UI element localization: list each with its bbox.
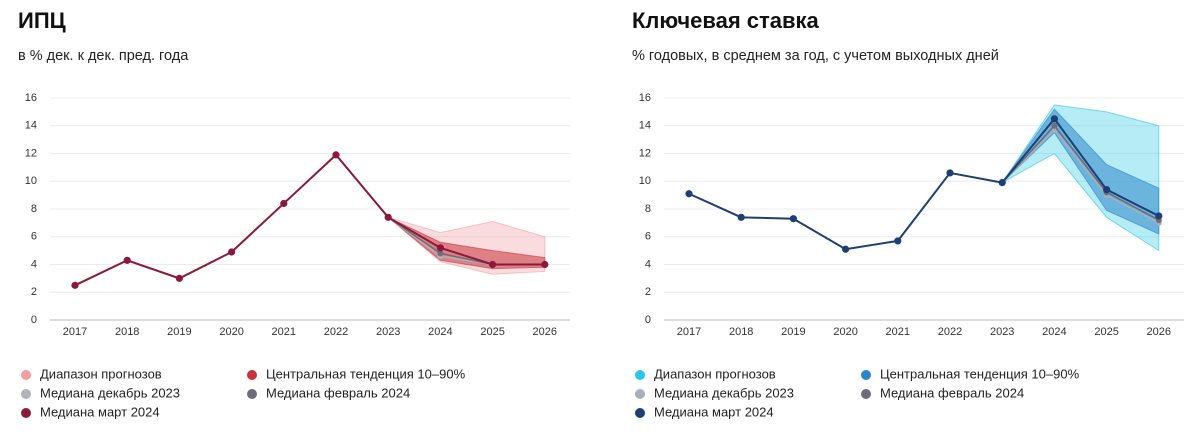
median-point <box>332 151 340 159</box>
y-tick-label: 10 <box>25 175 37 187</box>
legend-label: Медиана февраль 2024 <box>266 385 410 400</box>
x-tick-label: 2020 <box>219 326 243 338</box>
median-point <box>280 199 288 208</box>
legend-label: Медиана декабрь 2023 <box>654 385 794 400</box>
x-tick-label: 2023 <box>376 326 400 338</box>
median-point <box>123 256 131 264</box>
legend-swatch <box>635 370 645 380</box>
median-point <box>737 213 745 221</box>
median-line <box>688 117 1160 251</box>
y-tick-label: 8 <box>645 203 651 215</box>
x-tick-label: 2018 <box>115 326 139 338</box>
y-tick-label: 6 <box>31 231 37 243</box>
median-point <box>71 281 79 289</box>
y-tick-label: 0 <box>645 314 651 326</box>
legend-swatch <box>247 389 257 399</box>
median-point <box>894 237 902 245</box>
legend-label: Медиана март 2024 <box>40 404 160 419</box>
legend-swatch <box>635 408 645 418</box>
legend-label: Медиана февраль 2024 <box>880 385 1024 400</box>
median-point <box>1051 122 1058 129</box>
legend-label: Медиана март 2024 <box>654 404 774 419</box>
chart-subtitle: % годовых, в среднем за год, с учетом вы… <box>632 48 999 64</box>
legend-swatch <box>861 389 871 399</box>
median-point <box>541 260 549 269</box>
median-point <box>1103 185 1111 194</box>
legend-swatch <box>635 389 645 399</box>
x-tick-label: 2021 <box>886 326 910 338</box>
median-point <box>946 169 954 177</box>
x-tick-label: 2018 <box>729 326 753 338</box>
median-line <box>1001 128 1160 224</box>
y-tick-label: 0 <box>31 314 37 326</box>
median-point <box>685 190 693 198</box>
y-tick-label: 6 <box>645 231 651 243</box>
x-tick-label: 2017 <box>677 326 701 338</box>
median-point <box>489 260 497 269</box>
y-tick-label: 8 <box>31 203 37 215</box>
median-point <box>384 213 392 221</box>
legend-label: Диапазон прогнозов <box>654 366 776 381</box>
y-tick-label: 16 <box>25 92 37 104</box>
y-tick-label: 4 <box>31 258 37 270</box>
legend-swatch <box>21 389 31 399</box>
y-tick-label: 10 <box>639 175 651 187</box>
median-point <box>998 179 1006 187</box>
x-tick-label: 2021 <box>272 326 296 338</box>
x-tick-label: 2019 <box>167 326 191 338</box>
x-tick-label: 2020 <box>833 326 857 338</box>
legend-swatch <box>21 408 31 418</box>
median-point <box>436 244 444 252</box>
legend-label: Медиана декабрь 2023 <box>40 385 180 400</box>
x-tick-label: 2026 <box>1147 326 1171 338</box>
legend-label: Центральная тенденция 10–90% <box>880 366 1080 381</box>
median-point <box>175 274 183 282</box>
median-line <box>1001 124 1160 221</box>
legend-swatch <box>247 370 257 380</box>
y-tick-label: 4 <box>645 258 651 270</box>
y-tick-label: 12 <box>639 147 651 159</box>
x-tick-label: 2025 <box>480 326 504 338</box>
x-tick-label: 2022 <box>938 326 962 338</box>
y-tick-label: 2 <box>645 286 651 298</box>
y-tick-label: 14 <box>639 120 651 132</box>
median-point <box>228 248 236 256</box>
legend-swatch <box>21 370 31 380</box>
chart-subtitle: в % дек. к дек. пред. года <box>18 48 189 64</box>
legend-label: Центральная тенденция 10–90% <box>266 366 466 381</box>
median-point <box>437 250 444 257</box>
median-point <box>789 215 798 223</box>
y-tick-label: 12 <box>25 147 37 159</box>
chart-title: Ключевая ставка <box>632 8 820 33</box>
median-point <box>842 245 850 253</box>
y-tick-label: 14 <box>25 120 37 132</box>
x-tick-label: 2025 <box>1094 326 1118 338</box>
legend-swatch <box>861 370 871 380</box>
x-tick-label: 2024 <box>428 326 452 338</box>
legend-label: Диапазон прогнозов <box>40 366 162 381</box>
x-tick-label: 2026 <box>533 326 557 338</box>
x-tick-label: 2019 <box>781 326 805 338</box>
median-point <box>1050 115 1058 123</box>
y-tick-label: 2 <box>31 286 37 298</box>
y-tick-label: 16 <box>639 92 651 104</box>
x-tick-label: 2017 <box>63 326 87 338</box>
median-point <box>1155 212 1163 220</box>
x-tick-label: 2022 <box>324 326 348 338</box>
chart-title: ИПЦ <box>18 8 66 33</box>
x-tick-label: 2024 <box>1042 326 1066 338</box>
median-line <box>74 153 545 287</box>
x-tick-label: 2023 <box>990 326 1014 338</box>
